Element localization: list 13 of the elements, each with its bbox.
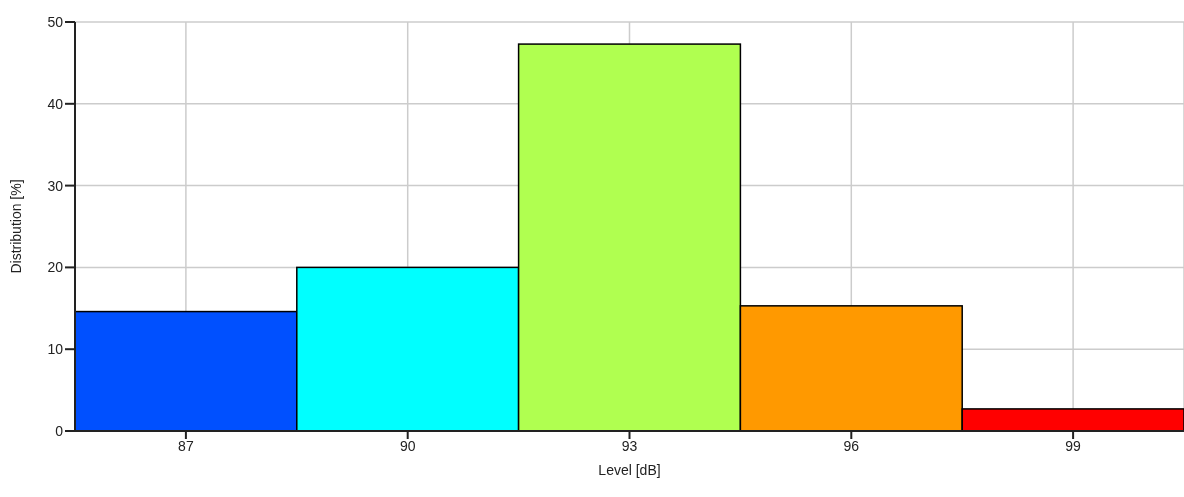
x-axis-title: Level [dB]: [598, 462, 661, 478]
y-tick-label: 0: [55, 422, 64, 439]
x-tick-label: 87: [178, 437, 194, 454]
y-axis-title: Distribution [%]: [7, 179, 24, 274]
y-tick-label: 50: [47, 13, 64, 30]
x-tick-label: 93: [621, 437, 638, 454]
y-tick-label: 40: [47, 95, 64, 112]
x-tick-label: 99: [1065, 437, 1082, 454]
y-tick-label: 30: [47, 177, 64, 194]
x-tick-label: 96: [843, 437, 860, 454]
y-tick-label: 20: [47, 259, 64, 276]
x-tick-label: 90: [399, 437, 416, 454]
y-tick-label: 10: [47, 341, 64, 358]
